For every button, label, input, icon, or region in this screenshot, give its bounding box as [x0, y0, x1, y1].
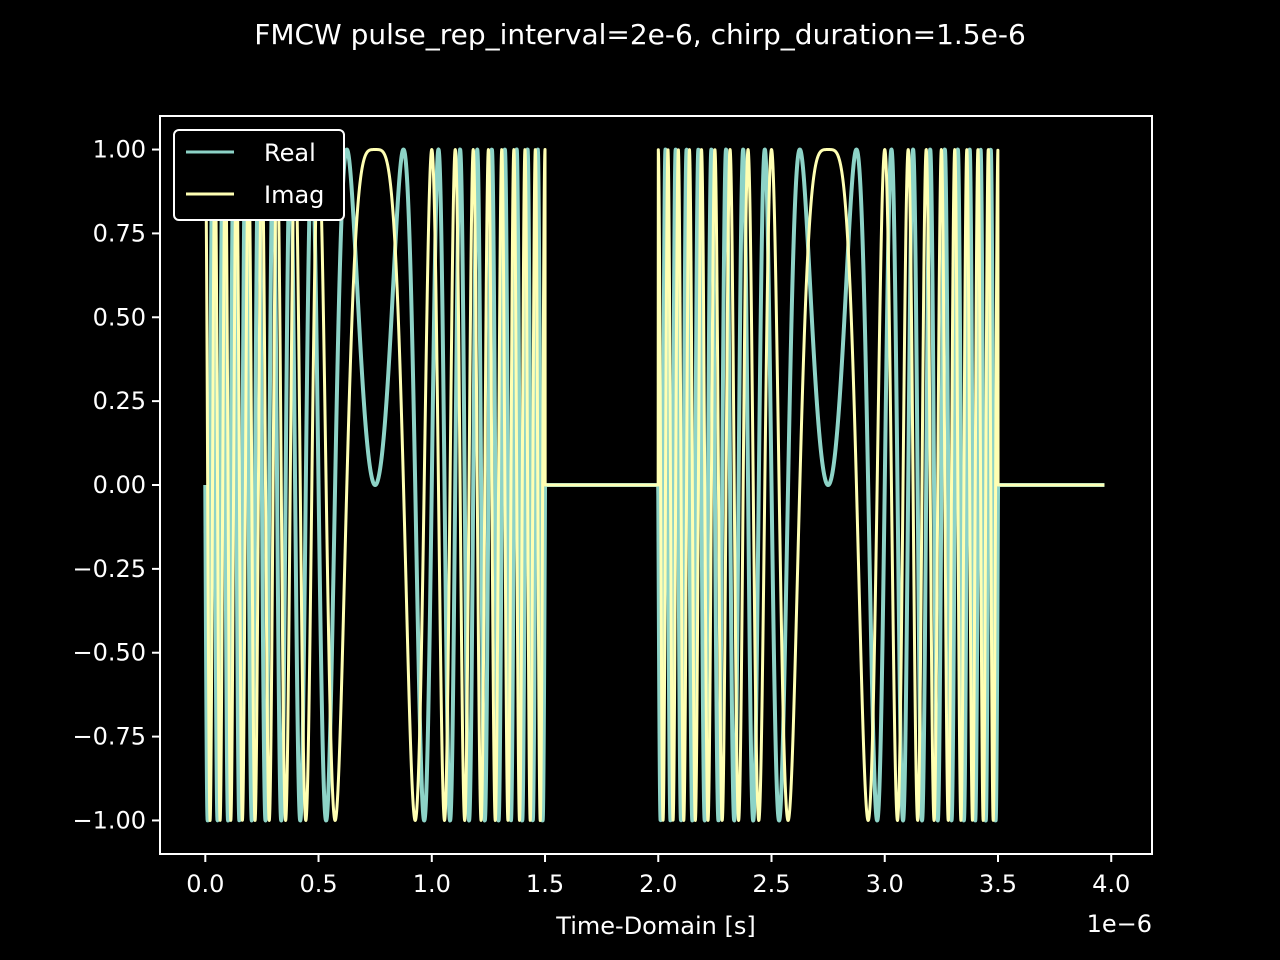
- legend-label-real: Real: [264, 139, 316, 167]
- y-tick-label: 0.75: [93, 219, 146, 247]
- x-tick-label: 2.0: [639, 870, 677, 898]
- x-tick-label: 0.0: [186, 870, 224, 898]
- x-tick-label: 3.0: [866, 870, 904, 898]
- chart-title: FMCW pulse_rep_interval=2e-6, chirp_dura…: [254, 18, 1026, 51]
- y-tick-label: 0.00: [93, 471, 146, 499]
- x-tick-label: 4.0: [1092, 870, 1130, 898]
- series-group: [203, 147, 1107, 823]
- y-tick-label: 1.00: [93, 136, 146, 164]
- y-axis: 1.00 0.75 0.50 0.25 0.00 −0.25 −0.50 −0.75 −1.00: [72, 136, 160, 834]
- x-tick-label: 1.0: [413, 870, 451, 898]
- y-tick-label: −0.25: [72, 555, 146, 583]
- x-tick-label: 2.5: [752, 870, 790, 898]
- x-tick-label: 1.5: [526, 870, 564, 898]
- y-tick-label: 0.50: [93, 303, 146, 331]
- x-tick-label: 3.5: [979, 870, 1017, 898]
- x-axis-label: Time-Domain [s]: [555, 912, 755, 940]
- x-tick-label: 0.5: [299, 870, 337, 898]
- x-axis: 0.0 0.5 1.0 1.5 2.0 2.5 3.0 3.5 4.0: [186, 854, 1130, 898]
- y-tick-label: 0.25: [93, 387, 146, 415]
- y-tick-label: −0.75: [72, 723, 146, 751]
- legend: Real Imag: [173, 129, 345, 221]
- x-axis-offset-label: 1e−6: [1087, 910, 1152, 938]
- legend-label-imag: Imag: [264, 181, 324, 209]
- y-tick-label: −0.50: [72, 639, 146, 667]
- y-tick-label: −1.00: [72, 806, 146, 834]
- series-line-imag: [203, 148, 1106, 822]
